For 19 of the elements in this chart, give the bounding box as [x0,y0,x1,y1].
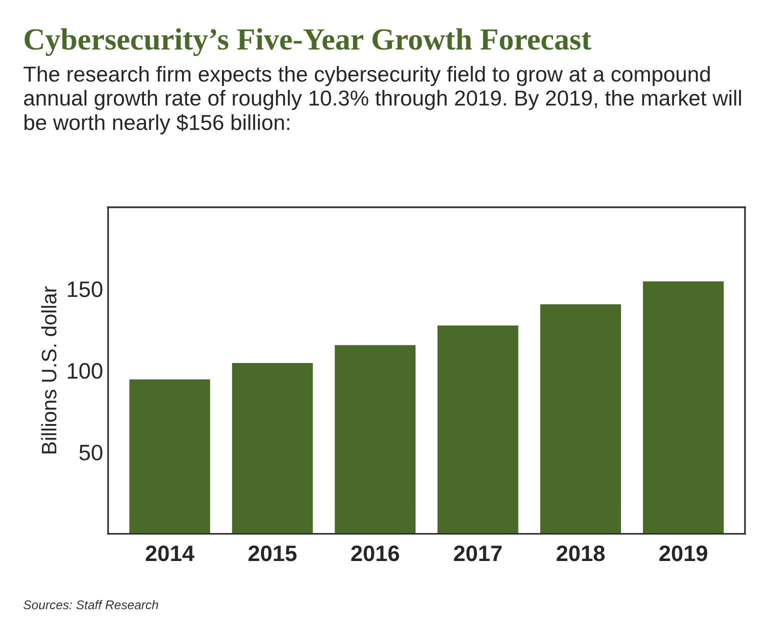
bar [538,302,622,534]
chart-subtitle: The research firm expects the cybersecurity field to grow at a compound annual growth rate of roughly 10.3% through 2019. By 2019, the market will be worth nearly $156 billion: [24,66,741,134]
x-tick-label: 2018 [556,546,605,562]
y-tick-label: 50 [79,444,102,460]
x-tick-label: 2016 [351,546,400,562]
y-tick-label: 100 [68,363,102,379]
source-note: Sources: Staff Research [24,600,158,610]
y-axis-title: Billions U.S. dollar [41,286,56,454]
y-tick-label: 150 [68,281,102,298]
bar [642,280,726,534]
x-tick-label: 2017 [454,546,502,562]
bar [128,378,212,534]
bar [333,344,417,534]
chart-title: Cybersecurity’s Five-Year Growth Forecast [24,28,592,56]
x-tick-label: 2015 [248,546,297,562]
x-tick-label: 2019 [659,546,708,562]
bar [436,324,520,534]
bar [230,362,314,534]
x-tick-label: 2014 [146,546,194,562]
